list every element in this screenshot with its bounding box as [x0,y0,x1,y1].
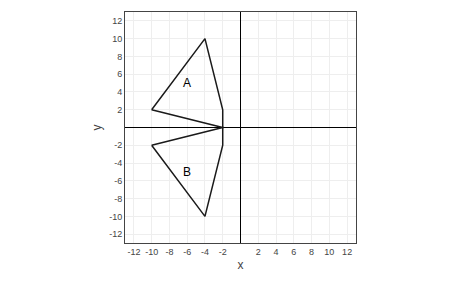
svg-text:-2: -2 [219,247,227,257]
svg-text:12: 12 [342,247,352,257]
svg-text:10: 10 [112,34,122,44]
svg-text:B: B [183,165,191,179]
svg-text:x: x [238,258,244,272]
svg-text:2: 2 [117,105,122,115]
svg-text:-12: -12 [127,247,140,257]
svg-text:8: 8 [309,247,314,257]
svg-text:-8: -8 [165,247,173,257]
svg-text:-2: -2 [114,140,122,150]
svg-text:-8: -8 [114,194,122,204]
svg-text:12: 12 [112,16,122,26]
svg-text:-6: -6 [114,176,122,186]
svg-text:10: 10 [324,247,334,257]
svg-text:2: 2 [256,247,261,257]
svg-text:-6: -6 [183,247,191,257]
svg-text:-10: -10 [145,247,158,257]
svg-text:-4: -4 [114,158,122,168]
svg-text:-12: -12 [109,229,122,239]
svg-text:A: A [183,76,191,90]
svg-text:-4: -4 [201,247,209,257]
svg-text:4: 4 [117,87,122,97]
svg-text:8: 8 [117,52,122,62]
svg-text:y: y [90,125,104,131]
svg-text:6: 6 [117,69,122,79]
svg-text:6: 6 [291,247,296,257]
svg-text:-10: -10 [109,212,122,222]
svg-text:4: 4 [274,247,279,257]
